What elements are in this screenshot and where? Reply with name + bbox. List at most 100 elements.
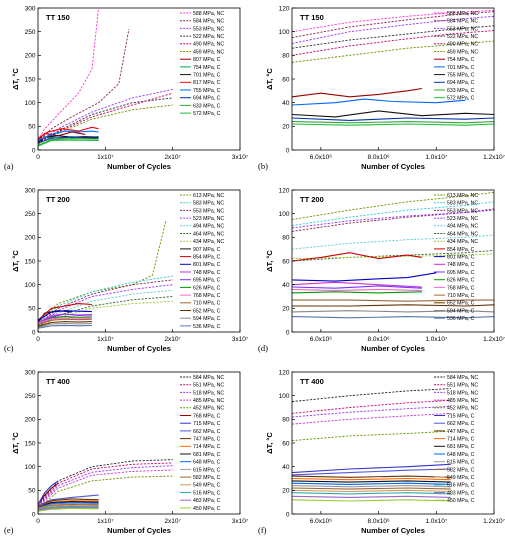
legend-entry: 516 MPa, C: [193, 490, 221, 496]
series-group: [292, 191, 494, 319]
series-line: [292, 304, 494, 307]
legend-entry: 551 MPa, NC: [193, 383, 224, 389]
series-line: [38, 324, 92, 329]
legend-entry: 755 MPa, C: [193, 88, 221, 94]
legend-entry: 748 MPa, C: [193, 270, 221, 276]
series-line: [38, 501, 99, 508]
series-line: [292, 117, 494, 121]
series-line: [292, 272, 437, 282]
series-line: [292, 121, 494, 124]
y-tick-label: 120: [279, 5, 290, 12]
panel-title: TT 200: [300, 195, 324, 204]
x-tick-label: 8.0x10⁶: [367, 154, 390, 161]
legend-entry: 485 MPa, NC: [447, 398, 478, 404]
legend-entry: 523 MPa, NC: [447, 216, 478, 222]
series-line: [38, 138, 99, 146]
legend-entry: 549 MPa, C: [447, 475, 475, 481]
series-line: [292, 468, 451, 476]
series-line: [292, 299, 494, 302]
legend-entry: 701 MPa, C: [447, 65, 475, 71]
x-tick-label: 0: [36, 518, 40, 525]
y-tick-label: 150: [25, 258, 36, 265]
legend-entry: 613 MPa, NC: [447, 193, 478, 199]
legend-entry: 522 MPa, NC: [193, 34, 224, 40]
x-tick-label: 0: [36, 336, 40, 343]
legend-entry: 768 MPa, C: [193, 413, 221, 419]
x-tick-label: 8.0x10⁶: [367, 518, 390, 525]
y-tick-label: 200: [25, 235, 36, 242]
series-line: [292, 412, 451, 425]
series-line: [292, 191, 494, 221]
series-line: [38, 313, 92, 324]
legend-entry: 584 MPa, NC: [193, 375, 224, 381]
legend-entry: 648 MPa, C: [447, 452, 475, 458]
y-tick-label: 0: [286, 511, 290, 518]
legend-entry: 768 MPa, C: [447, 285, 475, 291]
x-tick-label: 1.2x10⁷: [483, 518, 505, 525]
y-tick-label: 150: [25, 76, 36, 83]
series-line: [38, 504, 99, 510]
y-tick-label: 300: [25, 369, 36, 376]
legend-entry: 582 MPa, C: [447, 467, 475, 473]
series-line: [292, 30, 494, 56]
x-tick-label: 2x10⁷: [164, 518, 181, 525]
series-line: [292, 123, 494, 126]
series-line: [38, 8, 100, 141]
y-tick-label: 20: [282, 124, 290, 131]
y-tick-label: 40: [282, 282, 290, 289]
series-group: [292, 388, 451, 502]
series-line: [292, 430, 451, 442]
series-line: [38, 475, 173, 509]
series-line: [38, 279, 173, 325]
legend-entry: 652 MPa, C: [447, 301, 475, 307]
legend-entry: 714 MPa, C: [193, 444, 221, 450]
legend-entry: 549 MPa, C: [193, 483, 221, 489]
y-tick-label: 120: [279, 369, 290, 376]
series-line: [38, 318, 92, 326]
legend-entry: 714 MPa, C: [447, 437, 475, 443]
legend-entry: 490 MPa, NC: [193, 42, 224, 48]
legend-entry: 648 MPa, C: [193, 460, 221, 466]
legend-entry: 553 MPa, NC: [193, 208, 224, 214]
legend-entry: 483 MPa, C: [193, 498, 221, 504]
series-line: [292, 310, 494, 313]
panel-title: TT 150: [300, 13, 324, 22]
series-line: [38, 322, 92, 328]
legend-entry: 768 MPa, C: [193, 293, 221, 299]
series-line: [38, 300, 173, 328]
chart-panel: 0 1x10⁷ 2x10⁷ 3x10⁷ 0 50 100 150 200 250 300 Number…: [4, 369, 249, 535]
series-line: [292, 209, 494, 229]
x-tick-label: 2x10⁷: [164, 154, 181, 161]
series-line: [38, 303, 92, 321]
series-line: [292, 87, 422, 98]
legend-entry: 553 MPa, NC: [193, 26, 224, 32]
y-tick-label: 0: [286, 329, 290, 336]
series-line: [292, 405, 451, 418]
y-tick-label: 250: [25, 393, 36, 400]
legend-entry: 817 MPa, C: [193, 80, 221, 86]
legend-entry: 715 MPa, C: [193, 421, 221, 427]
x-axis-label: Number of Cycles: [361, 162, 425, 171]
series-line: [38, 482, 59, 505]
y-tick-label: 0: [286, 147, 290, 154]
panel-letter: (f): [258, 525, 267, 535]
legend-entry: 485 MPa, NC: [193, 398, 224, 404]
legend-entry: 907 MPa, C: [193, 247, 221, 253]
y-tick-label: 0: [32, 147, 36, 154]
x-axis-label: Number of Cycles: [107, 162, 171, 171]
y-tick-label: 100: [25, 464, 36, 471]
panel-letter: (e): [4, 525, 14, 535]
series-line: [292, 316, 494, 319]
legend-entry: 464 MPa, NC: [193, 231, 224, 237]
x-tick-label: 6.0x10⁶: [310, 336, 333, 343]
series-line: [38, 480, 59, 505]
series-line: [38, 275, 173, 324]
legend-entry: 854 MPa, C: [447, 247, 475, 253]
legend-entry: 747 MPa, C: [447, 429, 475, 435]
legend-entry: 536 MPa, C: [193, 324, 221, 330]
y-tick-label: 100: [25, 100, 36, 107]
legend-entry: 516 MPa, C: [447, 483, 475, 489]
y-axis-label: ΔT, °C: [265, 432, 274, 454]
y-tick-label: 50: [28, 306, 36, 313]
